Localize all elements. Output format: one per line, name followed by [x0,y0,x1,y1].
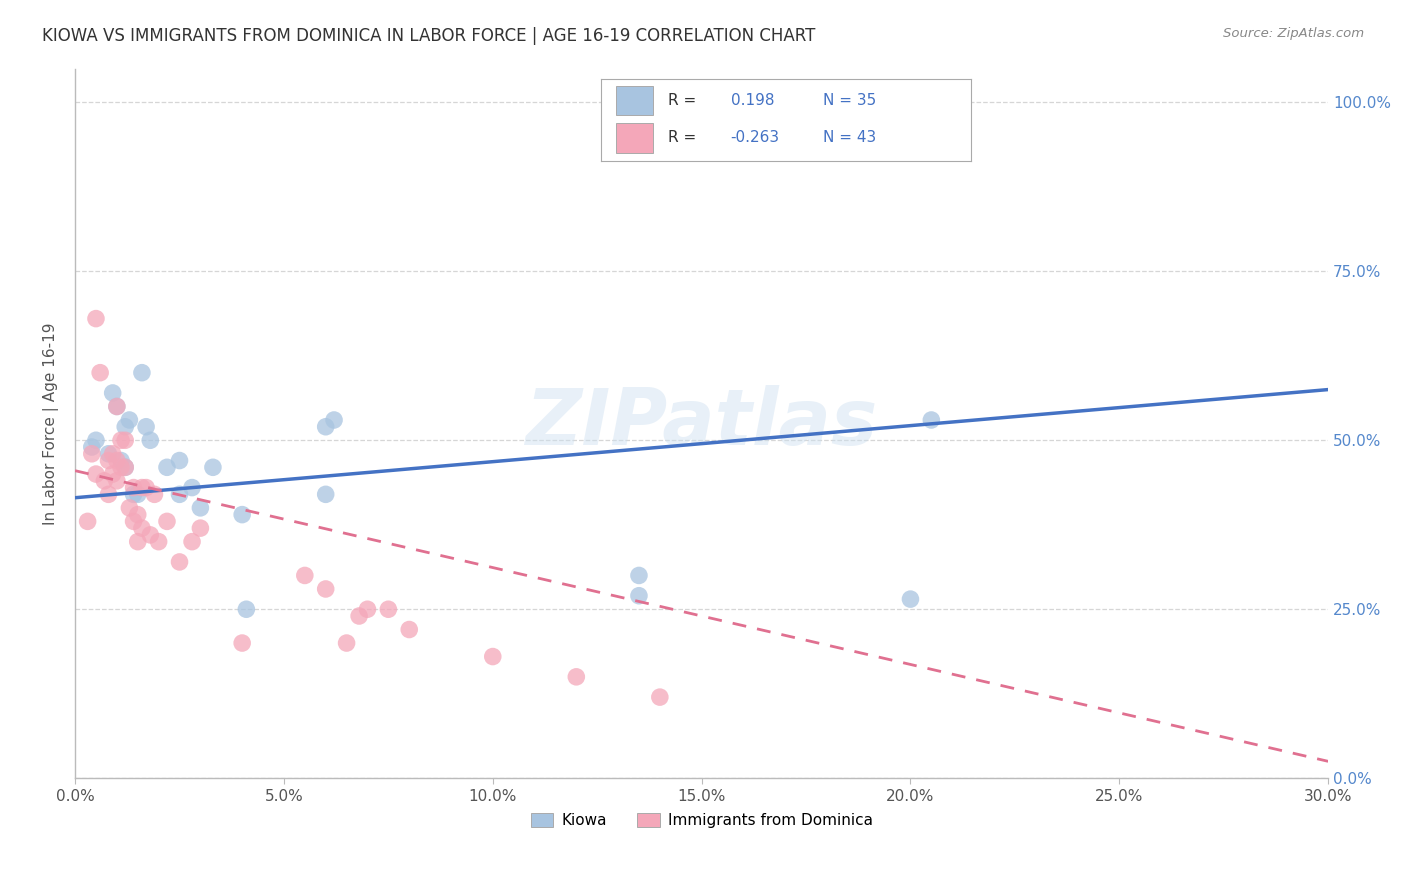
Point [131,521,153,535]
Point [139,528,162,542]
Point [135,481,157,495]
Point [627,568,650,582]
Point [97,453,120,467]
Point [110,460,132,475]
Point [105,400,128,414]
Text: Source: ZipAtlas.com: Source: ZipAtlas.com [1223,27,1364,40]
Point [101,467,124,481]
Point [648,690,671,705]
Point [114,419,136,434]
Point [84,434,107,448]
Point [156,515,179,529]
Point [315,582,337,596]
Point [294,568,316,582]
Point [122,515,145,529]
Point [323,413,346,427]
Point [139,434,162,448]
Point [105,400,128,414]
Point [101,447,124,461]
Point [181,481,204,495]
Point [627,589,650,603]
Point [110,453,132,467]
Point [110,434,132,448]
Point [181,534,204,549]
Point [89,366,111,380]
Point [84,467,107,481]
Point [118,413,141,427]
Point [105,453,128,467]
Point [190,521,212,535]
Point [169,487,191,501]
Point [122,487,145,501]
Point [127,487,149,501]
Point [481,649,503,664]
Point [148,534,170,549]
Point [156,460,179,475]
Point [377,602,399,616]
Point [80,447,103,461]
Point [105,474,128,488]
Point [131,481,153,495]
Point [114,460,136,475]
Point [169,453,191,467]
Point [118,500,141,515]
Point [336,636,359,650]
Point [235,602,257,616]
Point [201,460,224,475]
Point [84,311,107,326]
Text: ZIPatlas: ZIPatlas [526,385,877,461]
Point [900,592,922,607]
Point [347,609,370,624]
Point [97,487,120,501]
Point [76,515,98,529]
Point [315,419,337,434]
Point [565,670,588,684]
Point [122,481,145,495]
Point [93,474,115,488]
Point [190,500,212,515]
Text: KIOWA VS IMMIGRANTS FROM DOMINICA IN LABOR FORCE | AGE 16-19 CORRELATION CHART: KIOWA VS IMMIGRANTS FROM DOMINICA IN LAB… [42,27,815,45]
Point [231,508,253,522]
Point [131,366,153,380]
Point [398,623,420,637]
Point [80,440,103,454]
Y-axis label: In Labor Force | Age 16-19: In Labor Force | Age 16-19 [44,322,59,524]
Point [135,419,157,434]
Point [97,447,120,461]
Point [143,487,166,501]
Point [127,508,149,522]
Point [114,434,136,448]
Legend: Kiowa, Immigrants from Dominica: Kiowa, Immigrants from Dominica [524,807,879,834]
Point [356,602,378,616]
Point [169,555,191,569]
Point [114,460,136,475]
Point [315,487,337,501]
Point [127,534,149,549]
Point [231,636,253,650]
Point [920,413,942,427]
Point [101,386,124,401]
